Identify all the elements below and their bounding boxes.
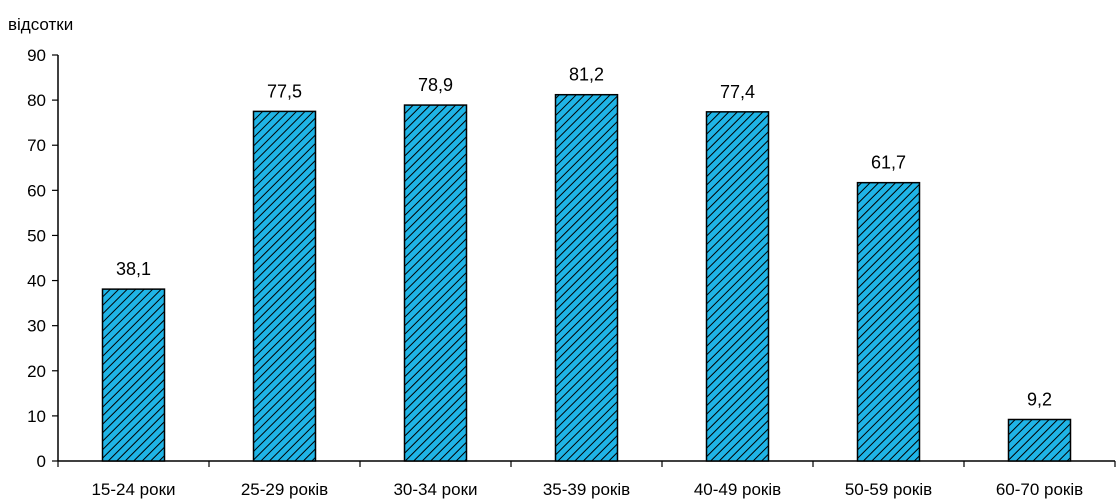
y-tick-label: 80 [27, 91, 46, 110]
y-tick-label: 50 [27, 226, 46, 245]
data-label: 81,2 [569, 65, 604, 85]
x-tick-label: 60-70 років [996, 480, 1083, 499]
data-label: 77,5 [267, 81, 302, 101]
x-tick-label: 30-34 роки [393, 480, 477, 499]
data-label: 78,9 [418, 75, 453, 95]
data-label: 9,2 [1027, 389, 1052, 409]
y-tick-label: 0 [37, 452, 46, 471]
y-tick-label: 10 [27, 407, 46, 426]
bar [403, 104, 468, 462]
bar [252, 110, 317, 462]
bar [101, 288, 166, 462]
y-tick-label: 20 [27, 362, 46, 381]
y-tick-label: 40 [27, 272, 46, 291]
y-tick-label: 90 [27, 46, 46, 65]
data-label: 77,4 [720, 82, 755, 102]
y-tick-label: 70 [27, 136, 46, 155]
bar [705, 111, 770, 462]
y-axis-label: відсотки [8, 15, 73, 34]
y-tick-label: 60 [27, 181, 46, 200]
data-label: 38,1 [116, 259, 151, 279]
bar [554, 93, 619, 462]
x-tick-label: 15-24 роки [91, 480, 175, 499]
x-tick-label: 35-39 років [543, 480, 630, 499]
x-tick-label: 40-49 років [694, 480, 781, 499]
bar [1007, 418, 1072, 462]
bars [101, 93, 1072, 462]
value-labels: 38,1 15-24 роки 77,5 25-29 років 78,9 30-34 р… [91, 65, 1083, 499]
bar [856, 181, 921, 462]
y-tick-label: 30 [27, 317, 46, 336]
x-tick-label: 50-59 років [845, 480, 932, 499]
axes: 0 10 20 30 40 50 60 70 80 90 [27, 46, 1116, 471]
data-label: 61,7 [871, 153, 906, 173]
x-tick-label: 25-29 років [241, 480, 328, 499]
